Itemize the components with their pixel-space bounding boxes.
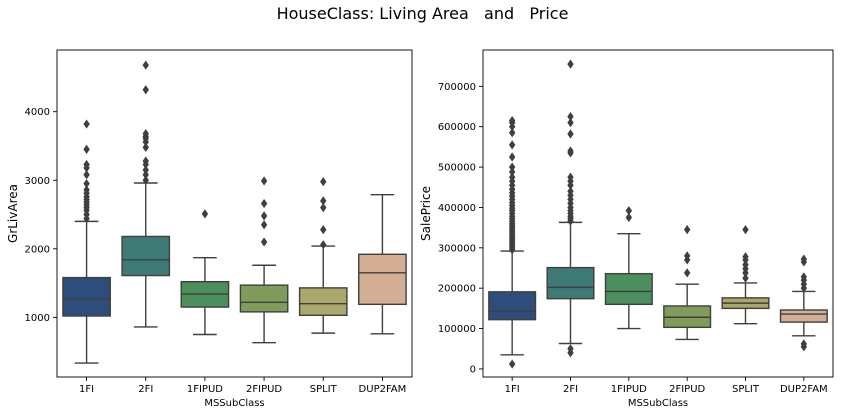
- chart-2-xtick-label-5: SPLIT: [732, 384, 760, 395]
- chart-2-outlier-1-34: [508, 140, 516, 150]
- chart-2-outlier-1-31: [508, 167, 516, 177]
- chart-1-outlier-2-11: [142, 85, 149, 95]
- chart-2-outlier-6-6: [800, 272, 808, 282]
- chart-1-outlier-1-11: [83, 179, 90, 189]
- chart-1-xtick-label-6: DUP2FAM: [359, 384, 407, 395]
- chart-1-xtick-label-1: 1FI: [79, 384, 94, 395]
- chart-2-outlier-3-1: [625, 212, 633, 223]
- chart-2-outlier-2-2: [567, 344, 574, 354]
- chart-1-ytick-label-3: 3000: [25, 176, 50, 187]
- chart-2-ytick-label-5: 400000: [438, 203, 476, 214]
- chart-1-xlabel: MSSubClass: [204, 398, 264, 409]
- chart-1-outlier-5-5: [320, 177, 327, 187]
- chart-2-outlier-1-30: [508, 172, 516, 182]
- chart-2-outlier-1-33: [508, 152, 516, 162]
- chart-1-xtick-label-5: SPLIT: [310, 384, 338, 395]
- chart-1-outlier-2-1: [142, 175, 149, 185]
- chart-1-box-1: [62, 276, 111, 317]
- chart-2-ytick-label-2: 100000: [438, 324, 476, 335]
- chart-1-outlier-5-4: [320, 196, 327, 206]
- chart-2-outlier-1-1: [508, 359, 516, 369]
- chart-2-outlier-5-1: [742, 273, 749, 283]
- chart-2-outlier-4-3: [683, 251, 691, 261]
- chart-1-outlier-5-3: [320, 203, 327, 213]
- chart-1-outlier-4-2: [260, 220, 268, 230]
- chart-2-ytick-label-8: 700000: [438, 82, 476, 93]
- chart-2-outlier-3-2: [625, 206, 633, 216]
- chart-2-outlier-2-17: [567, 146, 574, 156]
- chart-2-box-6: [779, 309, 828, 323]
- chart-2-outlier-4-1: [683, 268, 691, 278]
- chart-1-box-2: [121, 235, 171, 277]
- chart-1-ylabel: GrLivArea: [6, 184, 20, 243]
- chart-1-xtick-label-3: 1FIPUD: [187, 384, 223, 395]
- chart-2-outlier-5-4: [742, 260, 749, 270]
- chart-1-outlier-4-1: [260, 237, 268, 247]
- chart-1-outlier-2-5: [142, 156, 149, 166]
- chart-2-outlier-1-35: [508, 128, 516, 138]
- chart-2-ytick-label-6: 500000: [438, 163, 476, 174]
- chart-1-ytick-label-4: 4000: [25, 107, 50, 118]
- chart-1-box-4: [239, 284, 289, 313]
- chart-1-outlier-5-2: [320, 225, 327, 235]
- chart-2-outlier-6-2: [800, 339, 808, 349]
- chart-2-ytick-label-3: 200000: [438, 284, 476, 295]
- chart-1-box-5: [298, 287, 348, 317]
- chart-1-outlier-1-14: [83, 159, 90, 170]
- chart-2-outlier-2-20: [567, 112, 574, 122]
- chart-1-plot-area: [57, 50, 412, 377]
- chart-2-outlier-5-6: [742, 252, 749, 262]
- chart-2-outlier-1-32: [508, 162, 516, 172]
- chart-2-outlier-4-4: [683, 225, 691, 235]
- chart-1-outlier-2-12: [142, 60, 149, 70]
- chart-1-ytick-label-2: 2000: [25, 244, 50, 255]
- chart-2-plot-area: [483, 50, 833, 377]
- chart-2-outlier-2-19: [567, 118, 574, 128]
- chart-1-outlier-1-12: [83, 170, 90, 180]
- chart-1-outlier-4-4: [260, 198, 268, 209]
- chart-2-outlier-5-7: [742, 225, 749, 235]
- chart-1-outlier-1-15: [83, 144, 90, 155]
- chart-2-ytick-label-1: 0: [470, 364, 476, 375]
- chart-2-xlabel: MSSubClass: [628, 398, 688, 409]
- chart-2-box-1: [488, 291, 537, 321]
- chart-2-outlier-1-38: [508, 116, 516, 126]
- chart-1-outlier-4-3: [260, 211, 268, 221]
- chart-1-outlier-2-10: [142, 129, 149, 139]
- chart-1-outlier-3-1: [201, 209, 209, 219]
- chart-2-outlier-6-8: [800, 254, 808, 264]
- chart-1-outlier-2-3: [142, 165, 149, 175]
- chart-1-outlier-2-2: [142, 170, 149, 180]
- chart-2-xtick-label-6: DUP2FAM: [780, 384, 828, 395]
- chart-1-box-6: [358, 253, 407, 306]
- chart-2-outlier-2-15: [567, 172, 574, 182]
- chart-2-xtick-label-3: 1FIPUD: [611, 384, 647, 395]
- chart-1-outlier-2-6: [142, 142, 149, 152]
- chart-1-frame: [56, 49, 413, 378]
- chart-2-xtick-label-4: 2FIPUD: [669, 384, 705, 395]
- chart-2-ytick-label-4: 300000: [438, 243, 476, 254]
- chart-2-ylabel: SalePrice: [419, 186, 433, 241]
- chart-2-xtick-label-2: 2FI: [563, 384, 578, 395]
- chart-1-ytick-label-1: 1000: [25, 313, 50, 324]
- chart-2-box-2: [546, 266, 595, 300]
- chart-2-outlier-2-12: [567, 186, 574, 196]
- chart-1-outlier-1-10: [83, 185, 90, 195]
- chart-2-outlier-2-21: [567, 59, 574, 69]
- chart-1-outlier-5-1: [320, 240, 327, 250]
- chart-1-xtick-label-2: 2FI: [138, 384, 153, 395]
- chart-1-outlier-1-16: [83, 119, 90, 129]
- figure-title: HouseClass: Living Area and Price: [276, 4, 569, 23]
- chart-2-ytick-label-7: 600000: [438, 122, 476, 133]
- chart-1-outlier-4-5: [260, 176, 268, 186]
- chart-2-box-3: [604, 272, 653, 306]
- chart-2-xtick-label-1: 1FI: [505, 384, 520, 395]
- chart-1-xtick-label-4: 2FIPUD: [246, 384, 282, 395]
- chart-2-frame: [482, 49, 834, 378]
- chart-2-outlier-2-18: [567, 129, 574, 139]
